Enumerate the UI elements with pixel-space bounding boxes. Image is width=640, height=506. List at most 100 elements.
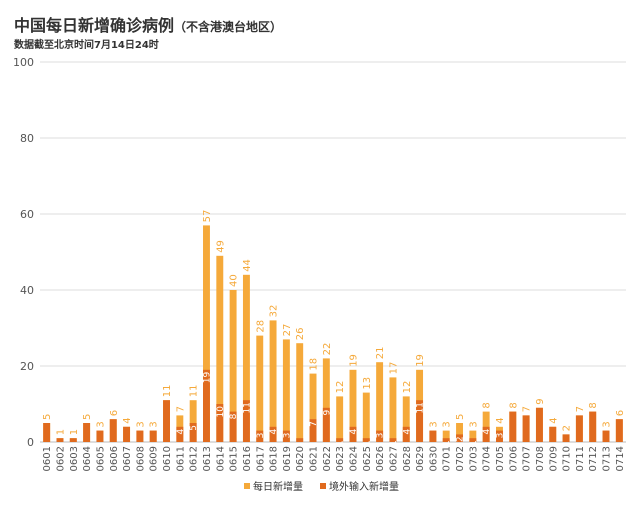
x-tick-label: 0705 [495,446,506,471]
bar-total [309,373,317,442]
bar-total [203,225,210,442]
x-tick-label: 0710 [562,446,573,471]
total-value-label: 3 [442,421,453,427]
total-value-label: 11 [162,384,173,397]
total-value-label: 21 [375,346,386,359]
bars [43,225,623,442]
total-value-label: 19 [415,354,426,367]
bar-imported [509,411,517,442]
y-tick-label: 0 [27,436,34,449]
total-value-label: 4 [495,417,506,423]
bar-total [322,358,330,442]
total-value-label: 12 [402,381,413,394]
chart-title: 中国每日新增确诊病例 [14,16,175,35]
x-tick-label: 0611 [175,446,186,471]
x-tick-label: 0606 [109,446,120,471]
x-tick-label: 0616 [242,446,253,471]
imported-value-label: 1 [336,440,346,446]
x-tick-label: 0615 [229,446,240,471]
total-value-label: 11 [189,384,200,397]
y-tick-label: 80 [20,132,34,145]
x-tick-label: 0703 [468,446,479,471]
x-tick-label: 0617 [255,446,266,471]
total-value-label: 27 [282,324,293,337]
x-tick-label: 0612 [189,446,200,471]
bar-imported [602,430,610,442]
x-tick-label: 0630 [428,446,439,471]
bar-imported [442,438,450,442]
imported-value-label: 3 [495,433,505,439]
bar-total [456,423,463,442]
total-value-label: 13 [362,377,373,390]
imported-value-label: 4 [402,429,412,435]
x-axis-labels: 0601 0602 0603 0604 0605 0606 0607 0608 0609 0610… [42,446,626,471]
x-tick-label: 0619 [282,446,293,471]
total-value-label: 26 [295,327,306,340]
x-tick-label: 0709 [548,446,559,471]
total-value-label: 7 [575,406,586,412]
bar-total [296,343,304,442]
bar-imported [309,419,317,442]
total-value-label: 8 [588,402,599,408]
imported-value-label: 1 [362,440,372,446]
imported-value-label: 4 [269,429,279,435]
total-value-label: 5 [82,414,93,420]
x-tick-label: 0605 [95,446,106,471]
x-tick-label: 0607 [122,446,133,471]
bar-imported [69,438,77,442]
x-tick-label: 0712 [588,446,599,471]
bar-total [269,320,277,442]
bar-total [376,362,384,442]
imported-value-label: 3 [282,433,292,439]
total-value-label: 3 [602,421,613,427]
bar-total [362,392,370,442]
total-value-label: 49 [215,240,226,253]
x-tick-label: 0626 [375,446,386,471]
bar-imported [549,426,557,442]
x-tick-label: 0620 [295,446,306,471]
total-value-label: 3 [135,421,146,427]
x-tick-label: 0604 [82,446,93,471]
x-tick-label: 0627 [388,446,399,471]
x-tick-label: 0625 [362,446,373,471]
total-value-label: 17 [388,362,399,375]
imported-value-label: 10 [216,406,226,418]
y-tick-label: 60 [20,208,34,221]
total-value-label: 8 [508,402,519,408]
imported-value-label: 11 [242,402,252,413]
bar-imported [163,400,170,442]
bar-imported [389,438,397,442]
x-tick-label: 0621 [309,446,320,471]
bar-imported [83,423,91,442]
x-tick-label: 0629 [415,446,426,471]
total-value-label: 28 [255,320,266,333]
bar-total [282,339,290,442]
x-tick-label: 0628 [402,446,413,471]
total-value-label: 19 [348,354,359,367]
x-tick-label: 0704 [482,446,493,471]
bar-total [336,396,344,442]
bar-imported [256,430,264,442]
imported-value-label: 11 [416,402,426,413]
bar-imported [109,419,117,442]
total-value-label: 5 [455,414,466,420]
chart-subtitle: 数据截至北京时间7月14日24时 [14,40,159,51]
x-tick-label: 0608 [135,446,146,471]
title-block: 中国每日新增确诊病例（不含港澳台地区） [14,12,282,36]
legend: 每日新增量 境外输入新增量 [244,480,399,493]
bar-total [189,400,197,442]
bar-imported [535,407,543,442]
total-value-label: 4 [548,417,559,423]
bar-imported [123,426,131,442]
legend-label: 每日新增量 [253,480,303,493]
x-tick-label: 0613 [202,446,213,471]
bar-imported [416,400,424,442]
bar-imported [229,411,237,442]
bar-imported [562,434,570,442]
total-value-label: 40 [229,274,240,287]
x-tick-label: 0707 [522,446,533,471]
total-value-label: 3 [95,421,106,427]
x-tick-label: 0706 [508,446,519,471]
bar-imported [43,423,51,442]
